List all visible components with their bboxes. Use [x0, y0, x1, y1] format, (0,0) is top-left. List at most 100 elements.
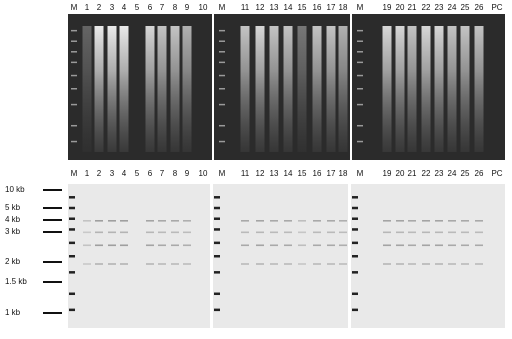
lane-label: 26 — [475, 169, 484, 178]
smear — [447, 26, 457, 152]
band — [270, 263, 278, 265]
lane-label: 21 — [408, 3, 417, 12]
band — [158, 231, 166, 234]
lane-label: 13 — [270, 3, 279, 12]
lane-label: 11 — [241, 3, 250, 12]
band — [408, 263, 416, 265]
lane-label: M — [357, 3, 364, 12]
band — [339, 244, 347, 247]
lane-label: 2 — [97, 3, 102, 12]
smear — [395, 26, 405, 152]
lane-label: 7 — [160, 3, 165, 12]
band — [298, 220, 306, 222]
band — [298, 231, 306, 234]
band — [475, 263, 483, 265]
lane-label: 26 — [475, 3, 484, 12]
lane-label: 7 — [160, 169, 165, 178]
ladder-band — [357, 103, 363, 106]
lane-label: 25 — [461, 169, 470, 178]
smear — [326, 26, 336, 152]
gel-bottom — [213, 184, 348, 328]
band — [396, 231, 404, 234]
lane-label: 10 — [199, 3, 208, 12]
lane-label: 9 — [185, 3, 190, 12]
ladder-band — [71, 124, 77, 127]
lane-label: 23 — [435, 3, 444, 12]
band — [171, 263, 179, 265]
size-label: 1.5 kb — [5, 277, 27, 286]
band — [461, 263, 469, 265]
band — [298, 244, 306, 247]
smear — [382, 26, 392, 152]
band — [435, 220, 443, 222]
band — [95, 263, 103, 265]
band — [256, 263, 264, 265]
smear — [94, 26, 104, 152]
smear — [107, 26, 117, 152]
band — [327, 244, 335, 247]
band — [422, 231, 430, 234]
smear — [407, 26, 417, 152]
ladder-band — [69, 308, 75, 312]
band — [120, 220, 128, 222]
size-label: 1 kb — [5, 308, 21, 317]
ladder-band — [214, 271, 220, 274]
band — [448, 231, 456, 234]
band — [284, 220, 292, 222]
lane-label: 22 — [422, 3, 431, 12]
smear — [170, 26, 180, 152]
lane-label: 8 — [173, 169, 178, 178]
ladder-band — [71, 29, 77, 32]
band — [383, 263, 391, 265]
band — [83, 244, 91, 247]
smear — [82, 26, 92, 152]
band — [408, 220, 416, 222]
ladder-band — [69, 228, 75, 231]
lane-label: M — [357, 169, 364, 178]
lane-label: M — [71, 169, 78, 178]
smear — [460, 26, 470, 152]
lane-label: 11 — [241, 169, 250, 178]
lane-label: 17 — [327, 3, 336, 12]
band — [120, 263, 128, 265]
ladder-band — [214, 206, 220, 210]
band — [313, 263, 321, 265]
ladder-band — [357, 29, 363, 32]
lane-label: 14 — [284, 169, 293, 178]
lane-label: M — [71, 3, 78, 12]
ladder-band — [357, 88, 363, 90]
ladder-band — [352, 217, 358, 220]
band — [461, 244, 469, 247]
ladder-band — [219, 51, 225, 53]
band — [383, 244, 391, 247]
ladder-band — [352, 271, 358, 274]
smear — [240, 26, 250, 152]
ladder-band — [352, 255, 358, 258]
ladder-band — [352, 228, 358, 231]
smear — [421, 26, 431, 152]
band — [327, 263, 335, 265]
lane-label: 1 — [85, 169, 90, 178]
band — [241, 220, 249, 222]
ladder-band — [219, 74, 225, 77]
size-label: 5 kb — [5, 203, 21, 212]
lane-label: M — [219, 3, 226, 12]
band — [339, 263, 347, 265]
band — [158, 244, 166, 247]
ladder-band — [219, 88, 225, 90]
band — [475, 244, 483, 247]
ladder-band — [219, 40, 225, 42]
ladder-band — [69, 196, 75, 199]
band — [83, 263, 91, 265]
band — [270, 220, 278, 222]
band — [270, 231, 278, 234]
lane-label: 15 — [298, 3, 307, 12]
band — [108, 244, 116, 247]
band — [448, 263, 456, 265]
band — [108, 231, 116, 234]
lane-label: 12 — [256, 3, 265, 12]
band — [158, 220, 166, 222]
ladder-band — [214, 292, 220, 296]
band — [339, 220, 347, 222]
band — [270, 244, 278, 247]
